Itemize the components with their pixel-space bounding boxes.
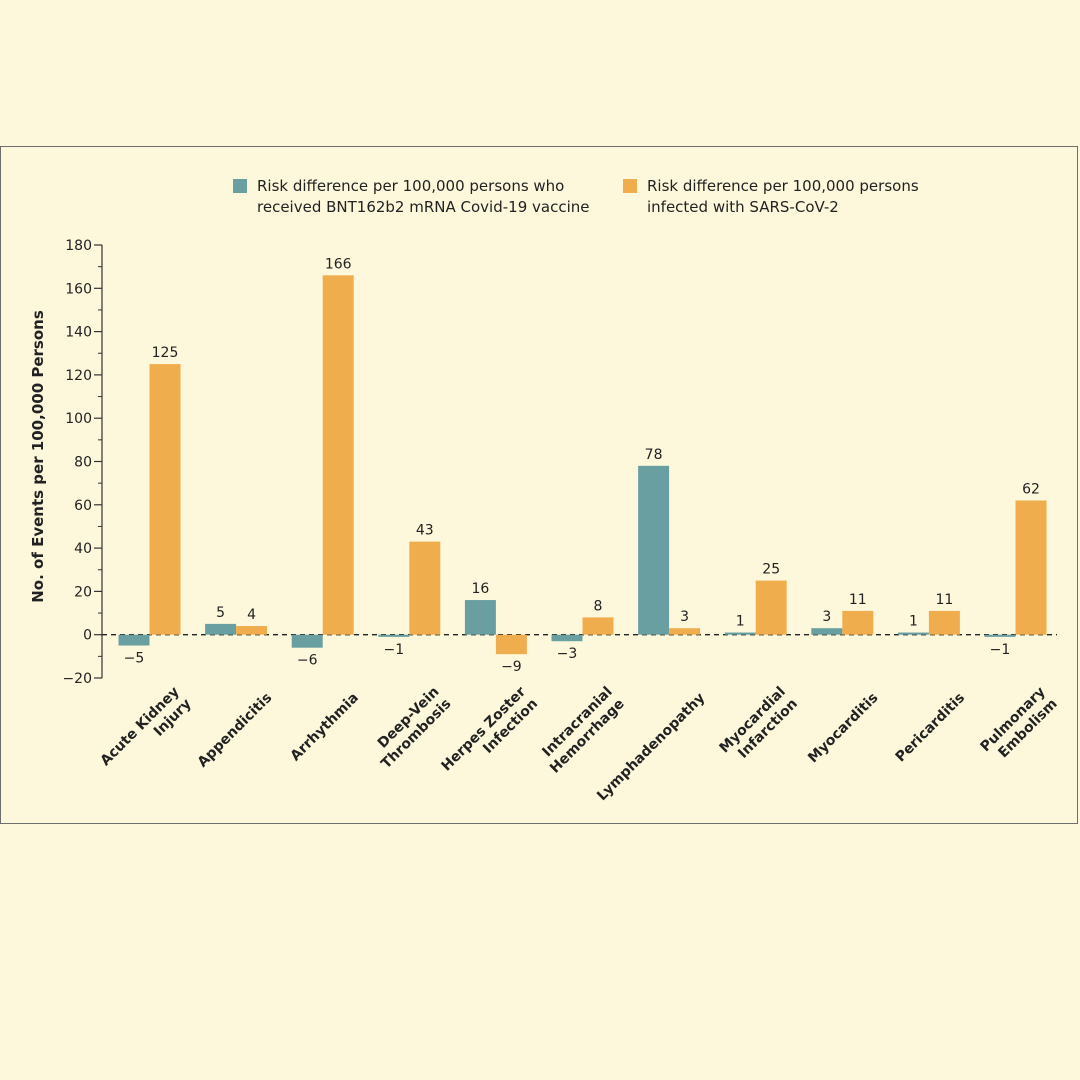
category-label: Appendicitis [195,690,276,771]
legend-label-vaccine: Risk difference per 100,000 persons who [257,177,564,195]
value-label-vaccine: 1 [909,614,918,630]
value-label-infection: −9 [501,659,522,675]
value-label-vaccine: −5 [124,651,145,667]
value-label-infection: 43 [416,523,434,539]
category-label-line: Myocarditis [805,690,881,766]
legend-label-vaccine: received BNT162b2 mRNA Covid-19 vaccine [257,198,589,216]
bar-vaccine [984,634,1016,637]
bar-infection [582,617,614,635]
bar-vaccine [118,634,150,646]
chart-frame: Risk difference per 100,000 persons who r… [0,146,1078,824]
y-tick-label: 20 [74,584,92,600]
legend-label-infection: Risk difference per 100,000 persons [647,177,919,195]
legend-swatch-infection [623,179,637,193]
category-label: Pericarditis [893,690,968,765]
y-tick-label: 160 [65,281,92,297]
value-label-infection: 125 [152,345,179,361]
y-axis: −20 0 20 40 60 80 100 120 140 160 180 [62,238,1057,687]
bar-infection [755,580,787,635]
bar-infection [322,275,354,635]
value-label-vaccine: 16 [471,581,489,597]
category-label-line: Appendicitis [195,690,276,771]
bar-infection [669,628,701,635]
value-label-infection: 25 [762,562,780,578]
category-label-line: Pericarditis [893,690,968,765]
y-tick-label: 180 [65,238,92,254]
value-label-infection: 62 [1022,481,1040,497]
bar-vaccine [378,634,410,637]
value-label-infection: 11 [935,592,953,608]
value-label-vaccine: 1 [736,614,745,630]
y-axis-title: No. of Events per 100,000 Persons [29,310,47,603]
value-label-infection: 3 [680,609,689,625]
category-label: Arrhythmia [287,690,361,764]
legend: Risk difference per 100,000 persons who r… [233,177,919,216]
value-label-vaccine: 78 [645,447,663,463]
y-tick-label: 0 [83,628,92,644]
bar-vaccine [205,623,237,635]
bar-infection [236,626,268,635]
bar-vaccine [638,465,670,635]
value-label-vaccine: −6 [297,653,318,669]
bar-chart: Risk difference per 100,000 persons who r… [29,177,1061,804]
legend-label-infection: infected with SARS-CoV-2 [647,198,839,216]
bar-infection [495,634,527,655]
bar-infection [1015,500,1047,635]
y-tick-label: 120 [65,368,92,384]
bar-infection [149,364,181,635]
value-label-infection: 8 [594,598,603,614]
bar-vaccine [551,634,583,642]
y-tick-label: 80 [74,455,92,471]
bar-vaccine [811,628,843,635]
bar-infection [842,610,874,635]
value-label-infection: 4 [247,607,256,623]
value-label-vaccine: 5 [216,605,225,621]
y-tick-label: −20 [62,671,92,687]
value-label-vaccine: −3 [557,646,578,662]
value-label-vaccine: 3 [822,609,831,625]
value-label-infection: 166 [325,256,352,272]
value-label-infection: 11 [849,592,867,608]
bar-vaccine [897,632,929,635]
y-tick-label: 40 [74,541,92,557]
value-label-vaccine: −1 [990,642,1011,658]
value-label-vaccine: −1 [383,642,404,658]
bar-vaccine [464,600,496,635]
bars [118,275,1047,655]
bar-vaccine [291,634,323,648]
y-tick-label: 100 [65,411,92,427]
y-tick-label: 140 [65,325,92,341]
category-label: Myocarditis [805,690,881,766]
legend-swatch-vaccine [233,179,247,193]
y-tick-label: 60 [74,498,92,514]
bar-infection [409,541,441,635]
bar-infection [928,610,960,635]
bar-vaccine [724,632,756,635]
category-label-line: Arrhythmia [287,690,361,764]
